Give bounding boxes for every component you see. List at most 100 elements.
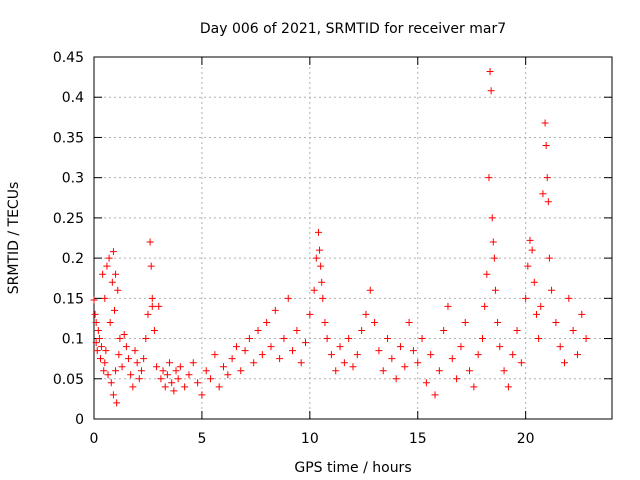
data-point <box>144 310 152 318</box>
data-point <box>95 335 103 343</box>
data-point <box>99 270 107 278</box>
data-point <box>542 141 550 149</box>
x-tick-label: 0 <box>90 431 99 447</box>
y-tick-label: 0.1 <box>62 332 84 348</box>
data-point <box>293 327 301 335</box>
data-point <box>490 254 498 262</box>
data-point <box>488 214 496 222</box>
data-point <box>107 379 115 387</box>
data-point <box>150 327 158 335</box>
data-point <box>122 343 130 351</box>
data-point <box>98 343 106 351</box>
data-point <box>358 327 366 335</box>
data-point <box>92 339 100 347</box>
data-point <box>496 343 504 351</box>
data-point <box>118 363 126 371</box>
data-point <box>306 310 314 318</box>
y-tick-label: 0 <box>75 412 84 428</box>
data-point <box>93 347 101 355</box>
data-point <box>159 367 167 375</box>
y-tick-label: 0.05 <box>53 372 84 388</box>
data-point <box>109 391 117 399</box>
data-point <box>319 294 327 302</box>
data-point <box>532 310 540 318</box>
y-axis-label: SRMTID / TECUs <box>6 182 22 295</box>
data-point <box>125 355 133 363</box>
data-point <box>461 318 469 326</box>
data-point <box>129 383 137 391</box>
data-point <box>318 278 326 286</box>
data-point <box>207 375 215 383</box>
data-point <box>181 383 189 391</box>
data-point <box>101 294 109 302</box>
data-point <box>500 367 508 375</box>
plot-frame <box>93 56 613 420</box>
data-point <box>396 343 404 351</box>
data-point <box>316 246 324 254</box>
data-point <box>327 351 335 359</box>
data-point <box>552 318 560 326</box>
data-point <box>147 262 155 270</box>
data-point <box>140 355 148 363</box>
data-point <box>517 359 525 367</box>
data-point <box>109 248 117 256</box>
data-point <box>504 383 512 391</box>
data-point <box>405 318 413 326</box>
data-point <box>353 351 361 359</box>
data-point <box>131 347 139 355</box>
data-point <box>116 335 124 343</box>
data-point <box>276 355 284 363</box>
data-point <box>135 375 143 383</box>
data-point <box>317 262 325 270</box>
data-point <box>111 306 119 314</box>
data-point <box>148 302 156 310</box>
data-point <box>289 347 297 355</box>
data-point <box>537 302 545 310</box>
data-point <box>470 383 478 391</box>
data-point <box>241 347 249 355</box>
x-tick-label: 15 <box>409 431 427 447</box>
data-point <box>245 335 253 343</box>
data-point <box>112 367 120 375</box>
data-point <box>254 327 262 335</box>
data-point <box>224 371 232 379</box>
data-point <box>168 379 176 387</box>
data-point <box>362 310 370 318</box>
data-point <box>486 67 494 75</box>
data-point <box>166 359 174 367</box>
data-point <box>528 246 536 254</box>
data-point <box>336 343 344 351</box>
data-point <box>202 367 210 375</box>
data-point <box>548 286 556 294</box>
data-point <box>92 318 100 326</box>
data-point <box>321 318 329 326</box>
data-point <box>427 351 435 359</box>
data-point <box>194 379 202 387</box>
data-point <box>157 375 165 383</box>
data-point <box>561 359 569 367</box>
data-point <box>284 294 292 302</box>
data-point <box>366 286 374 294</box>
y-tick-label: 0.35 <box>53 130 84 146</box>
data-point <box>539 190 547 198</box>
data-point <box>509 351 517 359</box>
data-point <box>340 359 348 367</box>
data-point <box>106 318 114 326</box>
grid-lines <box>94 57 612 419</box>
data-point <box>120 331 128 339</box>
data-point <box>545 254 553 262</box>
data-point <box>232 343 240 351</box>
data-point <box>388 355 396 363</box>
data-point <box>323 335 331 343</box>
data-point <box>163 371 171 379</box>
data-point <box>170 387 178 395</box>
data-point <box>263 318 271 326</box>
data-point <box>489 238 497 246</box>
chart-title: Day 006 of 2021, SRMTID for receiver mar… <box>200 21 506 37</box>
data-point <box>349 363 357 371</box>
data-point <box>384 335 392 343</box>
data-point <box>176 363 184 371</box>
data-point <box>189 359 197 367</box>
data-point <box>185 371 193 379</box>
data-point <box>457 343 465 351</box>
